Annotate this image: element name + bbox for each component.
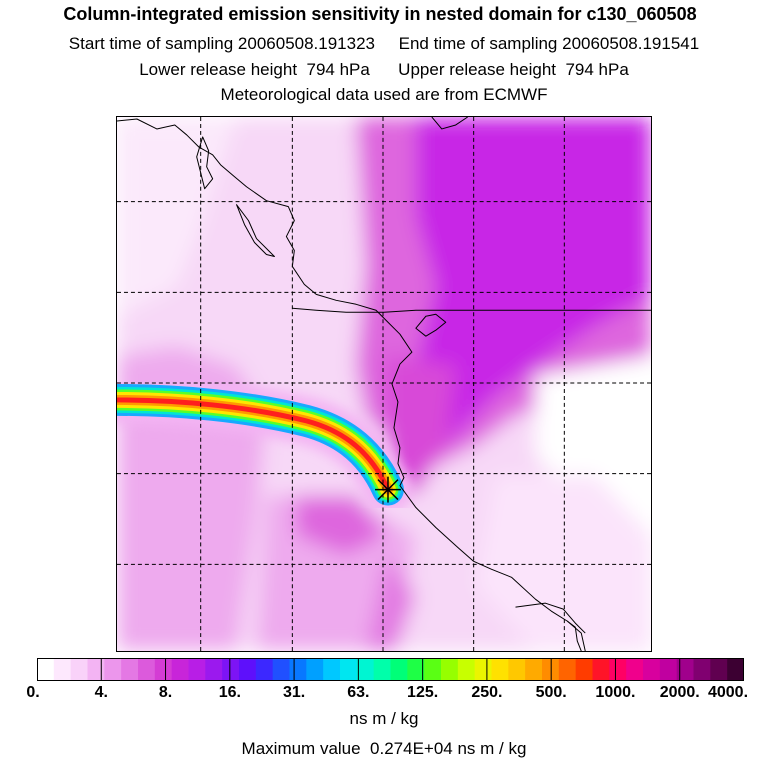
colorbar-swatch: [154, 658, 173, 681]
colorbar-tick-label: 63.: [347, 684, 370, 701]
colorbar-swatch: [356, 658, 375, 681]
maximum-value: Maximum value 0.274E+04 ns m / kg: [241, 739, 527, 758]
colorbar-swatch: [104, 658, 122, 681]
colorbar-swatch: [609, 658, 627, 681]
colorbar-swatch: [53, 658, 72, 681]
sampling-end: End time of sampling 20060508.191541: [398, 34, 700, 53]
colorbar-swatch: [659, 658, 678, 681]
colorbar-swatch: [424, 658, 442, 681]
colorbar-swatch: [272, 658, 291, 681]
colorbar-swatch: [87, 658, 105, 681]
colorbar-swatch: [626, 658, 644, 681]
colorbar-swatch: [373, 658, 392, 681]
colorbar-tick-label: 0.: [26, 684, 40, 701]
colorbar-swatch: [70, 658, 89, 681]
colorbar-swatch: [171, 658, 190, 681]
colorbar-swatch: [710, 658, 728, 681]
colorbar-swatch: [491, 658, 509, 681]
colorbar-tick-label: 125.: [407, 684, 439, 701]
release-upper: Upper release height 794 hPa: [398, 60, 629, 79]
colorbar-swatch: [340, 658, 358, 681]
colorbar-swatch: [306, 658, 324, 681]
colorbar-swatch: [390, 658, 408, 681]
colorbar-tick-label: 250.: [471, 684, 503, 701]
colorbar-swatch: [121, 658, 139, 681]
colorbar-swatch: [676, 658, 695, 681]
release-lower: Lower release height 794 hPa: [139, 60, 370, 79]
colorbar-tick-label: 4.: [94, 684, 108, 701]
colorbar-tick-label: 1000.: [595, 684, 636, 701]
plume: [117, 376, 412, 514]
colorbar-swatch: [239, 658, 257, 681]
sampling-start: Start time of sampling 20060508.191323: [68, 34, 376, 53]
colorbar-tick-label: 2000.: [659, 684, 700, 701]
colorbar-tick-label: 8.: [158, 684, 173, 701]
colorbar-swatch: [188, 658, 206, 681]
colorbar-tick-label: 16.: [218, 684, 241, 701]
sampling-times: Start time of sampling 20060508.191323 E…: [0, 34, 768, 54]
colorbar-swatch: [323, 658, 341, 681]
colorbar-swatch: [575, 658, 594, 681]
colorbar-swatch: [289, 658, 307, 681]
colorbar-swatch: [205, 658, 223, 681]
colorbar-tick-label: 4000.: [707, 684, 749, 701]
colorbar-swatch: [138, 658, 156, 681]
colorbar-swatch: [558, 658, 577, 681]
release-heights: Lower release height 794 hPa Upper relea…: [0, 60, 768, 80]
grid-lines: [117, 117, 651, 651]
colorbar-swatch: [222, 658, 240, 681]
colorbar: [37, 658, 744, 681]
colorbar-units: ns m / kg: [349, 709, 419, 728]
coastlines: [117, 117, 651, 651]
chart-title: Column-integrated emission sensitivity i…: [63, 4, 697, 24]
colorbar-tick-label: 31.: [282, 684, 306, 701]
colorbar-tick-label: 500.: [535, 684, 567, 701]
colorbar-swatch: [508, 658, 526, 681]
met-data-source: Meteorological data used are from ECMWF: [220, 85, 548, 104]
colorbar-swatch: [643, 658, 661, 681]
colorbar-swatch: [525, 658, 543, 681]
colorbar-swatch: [693, 658, 711, 681]
colorbar-swatch: [592, 658, 610, 681]
colorbar-swatch: [441, 658, 459, 681]
colorbar-swatch: [474, 658, 493, 681]
colorbar-swatch: [407, 658, 425, 681]
colorbar-swatch: [37, 658, 55, 681]
colorbar-swatch: [255, 658, 274, 681]
colorbar-swatch: [457, 658, 476, 681]
colorbar-swatch: [727, 658, 744, 681]
sensitivity-map: [116, 116, 652, 652]
release-point-star: [375, 476, 401, 503]
